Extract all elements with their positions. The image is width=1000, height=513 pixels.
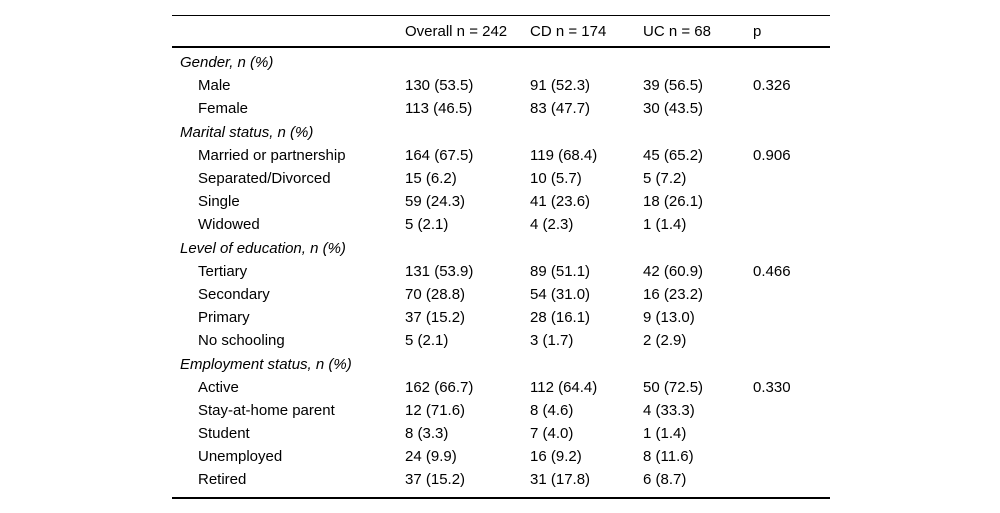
section-label: Employment status, n (%) <box>180 355 352 373</box>
cell-cd: 83 (47.7) <box>530 100 591 118</box>
cell-overall: 37 (15.2) <box>405 471 466 489</box>
col-header-uc: UC n = 68 <box>643 22 711 40</box>
table-row: Male 130 (53.5) 91 (52.3) 39 (56.5) 0.32… <box>172 74 830 97</box>
table-header-row: Overall n = 242 CD n = 174 UC n = 68 p <box>172 16 830 48</box>
table-row: Stay-at-home parent 12 (71.6) 8 (4.6) 4 … <box>172 399 830 422</box>
section-label: Level of education, n (%) <box>180 239 346 257</box>
cell-cd: 4 (2.3) <box>530 216 574 234</box>
cell-uc: 45 (65.2) <box>643 146 704 164</box>
table-row: Tertiary 131 (53.9) 89 (51.1) 42 (60.9) … <box>172 260 830 283</box>
cell-cd: 119 (68.4) <box>530 146 598 164</box>
cell-uc: 42 (60.9) <box>643 262 704 280</box>
section-label: Gender, n (%) <box>180 54 274 72</box>
cell-cd: 41 (23.6) <box>530 193 591 211</box>
row-label: Separated/Divorced <box>198 170 331 188</box>
cell-overall: 59 (24.3) <box>405 193 466 211</box>
table-row: Female 113 (46.5) 83 (47.7) 30 (43.5) <box>172 97 830 120</box>
table-row: Unemployed 24 (9.9) 16 (9.2) 8 (11.6) <box>172 445 830 468</box>
demographics-table: Overall n = 242 CD n = 174 UC n = 68 p G… <box>172 15 830 499</box>
cell-cd: 89 (51.1) <box>530 262 591 280</box>
cell-uc: 2 (2.9) <box>643 332 687 350</box>
cell-overall: 164 (67.5) <box>405 146 474 164</box>
cell-uc: 9 (13.0) <box>643 309 695 327</box>
section-header-row: Employment status, n (%) <box>172 352 830 375</box>
cell-cd: 28 (16.1) <box>530 309 591 327</box>
cell-p: 0.906 <box>753 146 791 164</box>
cell-overall: 15 (6.2) <box>405 170 457 188</box>
cell-uc: 8 (11.6) <box>643 448 694 466</box>
table-row: Active 162 (66.7) 112 (64.4) 50 (72.5) 0… <box>172 376 830 399</box>
row-label: Secondary <box>198 285 270 303</box>
table-row: Widowed 5 (2.1) 4 (2.3) 1 (1.4) <box>172 213 830 236</box>
cell-uc: 1 (1.4) <box>643 216 687 234</box>
cell-cd: 91 (52.3) <box>530 77 591 95</box>
cell-overall: 131 (53.9) <box>405 262 474 280</box>
cell-uc: 5 (7.2) <box>643 170 687 188</box>
row-label: Single <box>198 193 240 211</box>
section-header-row: Marital status, n (%) <box>172 121 830 144</box>
cell-cd: 31 (17.8) <box>530 471 591 489</box>
row-label: Female <box>198 100 249 118</box>
cell-uc: 4 (33.3) <box>643 401 695 419</box>
section-header-row: Gender, n (%) <box>172 51 830 74</box>
cell-overall: 5 (2.1) <box>405 216 449 234</box>
col-header-p: p <box>753 22 762 40</box>
table-row: No schooling 5 (2.1) 3 (1.7) 2 (2.9) <box>172 329 830 352</box>
table-body: Gender, n (%) Male 130 (53.5) 91 (52.3) … <box>172 48 830 497</box>
cell-cd: 10 (5.7) <box>530 170 582 188</box>
row-label: Active <box>198 378 239 396</box>
cell-overall: 70 (28.8) <box>405 285 466 303</box>
cell-cd: 7 (4.0) <box>530 425 574 443</box>
cell-overall: 37 (15.2) <box>405 309 466 327</box>
cell-cd: 16 (9.2) <box>530 448 582 466</box>
col-header-overall: Overall n = 242 <box>405 22 508 40</box>
cell-p: 0.466 <box>753 262 791 280</box>
cell-overall: 8 (3.3) <box>405 425 449 443</box>
cell-cd: 112 (64.4) <box>530 378 598 396</box>
row-label: No schooling <box>198 332 285 350</box>
cell-overall: 12 (71.6) <box>405 401 466 419</box>
table-row: Student 8 (3.3) 7 (4.0) 1 (1.4) <box>172 422 830 445</box>
row-label: Retired <box>198 471 247 489</box>
cell-uc: 39 (56.5) <box>643 77 704 95</box>
cell-cd: 3 (1.7) <box>530 332 574 350</box>
row-label: Student <box>198 425 250 443</box>
table-row: Primary 37 (15.2) 28 (16.1) 9 (13.0) <box>172 306 830 329</box>
col-header-cd: CD n = 174 <box>530 22 607 40</box>
row-label: Widowed <box>198 216 260 234</box>
cell-cd: 54 (31.0) <box>530 285 591 303</box>
section-header-row: Level of education, n (%) <box>172 237 830 260</box>
row-label: Married or partnership <box>198 146 346 164</box>
cell-uc: 30 (43.5) <box>643 100 704 118</box>
cell-overall: 5 (2.1) <box>405 332 449 350</box>
cell-overall: 24 (9.9) <box>405 448 457 466</box>
row-label: Tertiary <box>198 262 248 280</box>
row-label: Primary <box>198 309 250 327</box>
cell-p: 0.330 <box>753 378 791 396</box>
cell-cd: 8 (4.6) <box>530 401 574 419</box>
table-row: Retired 37 (15.2) 31 (17.8) 6 (8.7) <box>172 468 830 491</box>
cell-overall: 130 (53.5) <box>405 77 474 95</box>
table-row: Married or partnership 164 (67.5) 119 (6… <box>172 144 830 167</box>
table-row: Separated/Divorced 15 (6.2) 10 (5.7) 5 (… <box>172 167 830 190</box>
cell-uc: 1 (1.4) <box>643 425 687 443</box>
cell-p: 0.326 <box>753 77 791 95</box>
table-row: Single 59 (24.3) 41 (23.6) 18 (26.1) <box>172 190 830 213</box>
row-label: Male <box>198 77 231 95</box>
cell-uc: 18 (26.1) <box>643 193 704 211</box>
row-label: Unemployed <box>198 448 283 466</box>
cell-uc: 16 (23.2) <box>643 285 704 303</box>
cell-uc: 50 (72.5) <box>643 378 704 396</box>
cell-overall: 113 (46.5) <box>405 100 473 118</box>
row-label: Stay-at-home parent <box>198 401 335 419</box>
table-row: Secondary 70 (28.8) 54 (31.0) 16 (23.2) <box>172 283 830 306</box>
section-label: Marital status, n (%) <box>180 123 314 141</box>
cell-overall: 162 (66.7) <box>405 378 474 396</box>
cell-uc: 6 (8.7) <box>643 471 687 489</box>
